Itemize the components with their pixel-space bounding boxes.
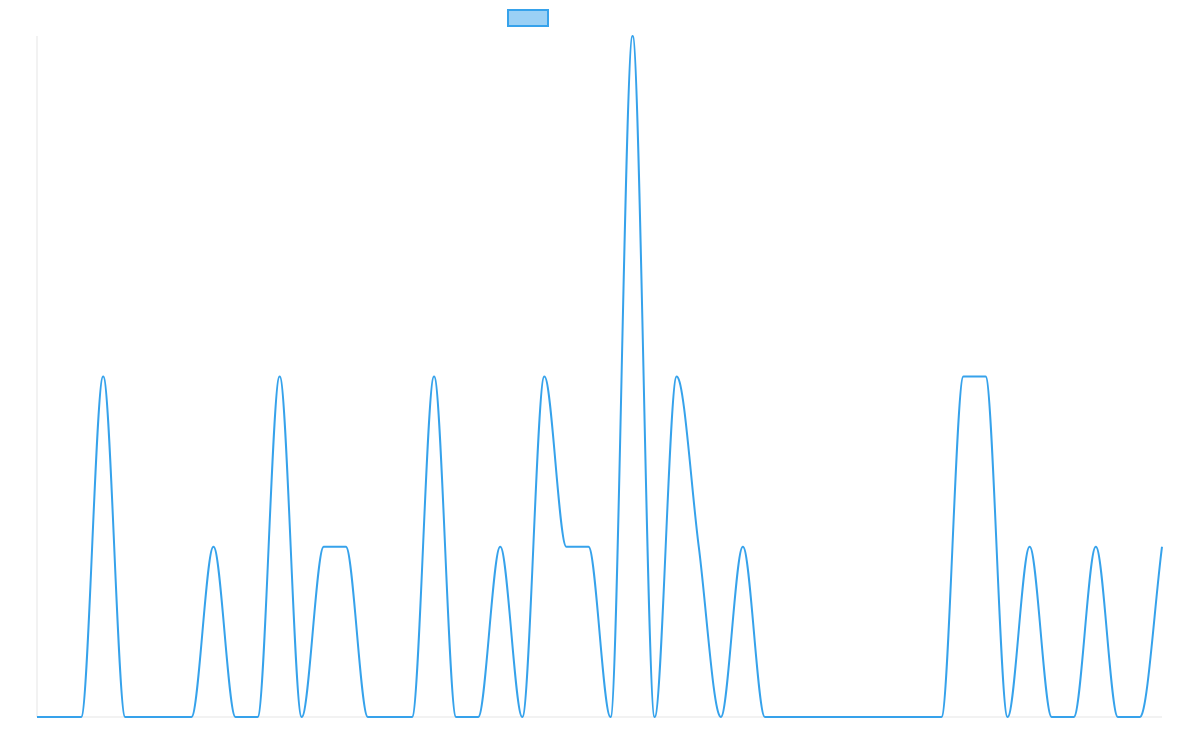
data-point-1[interactable] xyxy=(53,711,65,723)
data-point-13[interactable] xyxy=(318,541,330,553)
data-point-36[interactable] xyxy=(825,711,837,723)
series-line xyxy=(36,34,1163,719)
data-point-20[interactable] xyxy=(472,711,484,723)
plot-area xyxy=(31,30,1168,723)
data-point-44[interactable] xyxy=(1002,711,1014,723)
data-point-30[interactable] xyxy=(693,541,705,553)
data-point-46[interactable] xyxy=(1046,711,1058,723)
data-point-7[interactable] xyxy=(185,711,197,723)
data-point-15[interactable] xyxy=(362,711,374,723)
data-point-5[interactable] xyxy=(141,711,153,723)
data-point-37[interactable] xyxy=(847,711,859,723)
data-point-28[interactable] xyxy=(649,711,661,723)
data-point-6[interactable] xyxy=(163,711,175,723)
data-point-8[interactable] xyxy=(207,541,219,553)
data-point-40[interactable] xyxy=(913,711,925,723)
data-point-0[interactable] xyxy=(31,711,43,723)
data-point-39[interactable] xyxy=(891,711,903,723)
data-point-31[interactable] xyxy=(715,711,727,723)
data-point-50[interactable] xyxy=(1134,711,1146,723)
data-point-18[interactable] xyxy=(428,371,440,383)
data-point-48[interactable] xyxy=(1090,541,1102,553)
data-point-19[interactable] xyxy=(450,711,462,723)
data-point-25[interactable] xyxy=(582,541,594,553)
data-point-11[interactable] xyxy=(274,371,286,383)
data-point-29[interactable] xyxy=(671,371,683,383)
data-point-9[interactable] xyxy=(230,711,242,723)
data-point-16[interactable] xyxy=(384,711,396,723)
data-point-32[interactable] xyxy=(737,541,749,553)
data-point-26[interactable] xyxy=(605,711,617,723)
data-point-27[interactable] xyxy=(627,30,639,42)
legend-swatch[interactable] xyxy=(507,9,549,27)
data-point-22[interactable] xyxy=(516,711,528,723)
data-point-21[interactable] xyxy=(494,541,506,553)
data-point-10[interactable] xyxy=(252,711,264,723)
data-point-14[interactable] xyxy=(340,541,352,553)
data-point-45[interactable] xyxy=(1024,541,1036,553)
data-point-41[interactable] xyxy=(935,711,947,723)
data-point-3[interactable] xyxy=(97,371,109,383)
data-point-43[interactable] xyxy=(980,371,992,383)
data-point-2[interactable] xyxy=(75,711,87,723)
data-point-49[interactable] xyxy=(1112,711,1124,723)
data-point-24[interactable] xyxy=(560,541,572,553)
data-point-42[interactable] xyxy=(957,371,969,383)
data-point-23[interactable] xyxy=(538,371,550,383)
data-point-51[interactable] xyxy=(1156,541,1168,553)
data-point-34[interactable] xyxy=(781,711,793,723)
data-point-4[interactable] xyxy=(119,711,131,723)
data-point-17[interactable] xyxy=(406,711,418,723)
data-point-33[interactable] xyxy=(759,711,771,723)
legend[interactable] xyxy=(507,9,549,27)
data-point-38[interactable] xyxy=(869,711,881,723)
data-point-35[interactable] xyxy=(803,711,815,723)
data-point-47[interactable] xyxy=(1068,711,1080,723)
data-point-12[interactable] xyxy=(296,711,308,723)
